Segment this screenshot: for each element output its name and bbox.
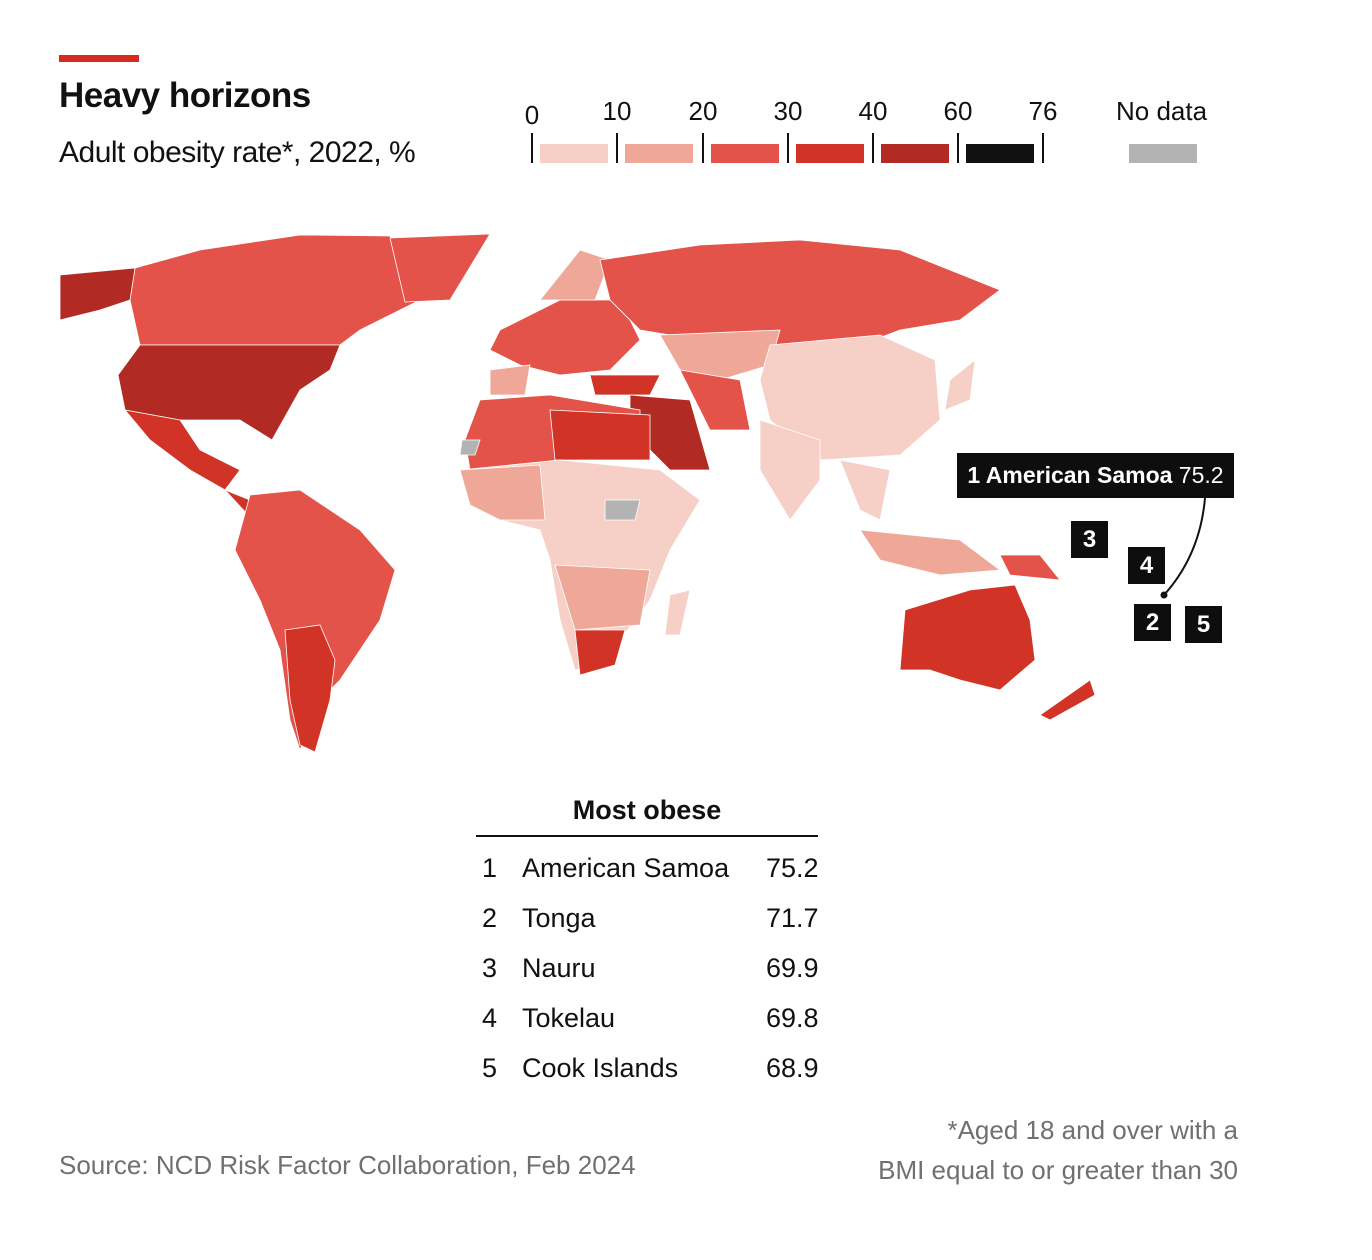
row-rank: 1: [482, 853, 498, 883]
region-papua-new-guinea: [999, 554, 1061, 581]
legend-tick: [872, 133, 874, 163]
legend-tick: [531, 133, 533, 163]
legend-tick-label: 10: [602, 96, 632, 126]
legend-no-data-label: No data: [1116, 96, 1208, 126]
legend-tick: [787, 133, 789, 163]
table-title: Most obese: [476, 795, 818, 837]
marker-2: 2: [1134, 604, 1171, 641]
row-value: 69.8: [766, 1003, 819, 1033]
row-value: 69.9: [766, 953, 819, 983]
region-scandinavia: [539, 249, 611, 301]
marker-3: 3: [1071, 521, 1108, 558]
callout-rank: 1: [967, 462, 981, 488]
american-samoa-dot: [1160, 591, 1168, 599]
legend-swatch-0-10: [540, 144, 608, 163]
region-china: [759, 334, 941, 461]
region-indonesia: [859, 529, 1002, 576]
region-canada: [129, 234, 421, 346]
page-subtitle: Adult obesity rate*, 2022, %: [59, 136, 416, 169]
region-europe: [489, 299, 641, 376]
row-value: 68.9: [766, 1053, 819, 1083]
callout-name: American Samoa: [985, 462, 1173, 488]
region-central-asia: [659, 329, 781, 381]
legend-tick-label: 30: [773, 96, 803, 126]
table-row: 3 Nauru 69.9: [476, 943, 819, 993]
row-country: Tonga: [522, 903, 596, 933]
legend-swatch-60-76: [966, 144, 1034, 163]
table-row: 1 American Samoa 75.2: [476, 843, 819, 893]
region-southern-africa: [554, 564, 651, 631]
row-country: American Samoa: [522, 853, 730, 883]
region-new-zealand: [1039, 679, 1096, 721]
region-iberia: [489, 364, 531, 396]
legend-tick-label: 0: [524, 100, 540, 130]
legend-swatch-20-30: [711, 144, 779, 163]
source-note: Source: NCD Risk Factor Collaboration, F…: [59, 1150, 636, 1180]
region-libya-egypt: [549, 409, 651, 461]
region-turkey: [589, 374, 661, 396]
region-iran: [679, 369, 751, 431]
row-rank: 4: [482, 1003, 498, 1033]
legend-swatch-10-20: [625, 144, 693, 163]
marker-5: 5: [1185, 606, 1222, 643]
callout-leader-line: [1163, 497, 1206, 596]
region-japan: [944, 359, 976, 411]
most-obese-table: Most obese 1 American Samoa 75.2 2 Tonga 71.7…: [476, 795, 819, 1093]
marker-4: 4: [1128, 547, 1165, 584]
row-country: Tokelau: [522, 1003, 616, 1033]
region-alaska: [59, 267, 136, 321]
legend-tick: [702, 133, 704, 163]
region-south-africa: [574, 629, 626, 676]
world-map: [59, 233, 1206, 753]
callout-american-samoa: 1 American Samoa 75.2: [957, 453, 1234, 498]
table-row: 2 Tonga 71.7: [476, 893, 819, 943]
region-west-africa: [459, 464, 546, 521]
table-row: 5 Cook Islands 68.9: [476, 1043, 819, 1093]
table-row: 4 Tokelau 69.8: [476, 993, 819, 1043]
legend-tick-label: 60: [943, 96, 973, 126]
region-southeast-asia: [839, 459, 891, 521]
region-usa: [117, 344, 341, 441]
legend-tick-label: 20: [688, 96, 718, 126]
accent-bar: [59, 55, 139, 62]
region-argentina: [284, 624, 336, 753]
footnote-line-1: *Aged 18 and over with a: [947, 1115, 1238, 1145]
region-australia: [899, 584, 1036, 691]
legend-tick: [957, 133, 959, 163]
row-country: Cook Islands: [522, 1053, 679, 1083]
region-madagascar: [664, 589, 691, 636]
region-mexico: [123, 409, 241, 491]
legend-tick: [1042, 133, 1044, 163]
region-russia: [599, 239, 1001, 346]
row-rank: 5: [482, 1053, 498, 1083]
legend-swatch-40-60: [881, 144, 949, 163]
callout-value: 75.2: [1178, 462, 1224, 488]
row-rank: 3: [482, 953, 498, 983]
row-rank: 2: [482, 903, 498, 933]
legend-no-data-swatch: [1129, 144, 1197, 163]
footnote: *Aged 18 and over with a BMI equal to or…: [878, 1110, 1238, 1190]
region-south-sudan: [604, 499, 641, 521]
legend-tick: [616, 133, 618, 163]
row-value: 71.7: [766, 903, 819, 933]
region-greenland: [389, 233, 491, 303]
legend-tick-label: 76: [1028, 96, 1058, 126]
row-country: Nauru: [522, 953, 596, 983]
footnote-line-2: BMI equal to or greater than 30: [878, 1155, 1238, 1185]
region-india: [759, 419, 821, 521]
legend-tick-label: 40: [858, 96, 888, 126]
page-title: Heavy horizons: [59, 76, 311, 115]
region-western-sahara: [459, 439, 481, 456]
legend-swatch-30-40: [796, 144, 864, 163]
row-value: 75.2: [766, 853, 819, 883]
